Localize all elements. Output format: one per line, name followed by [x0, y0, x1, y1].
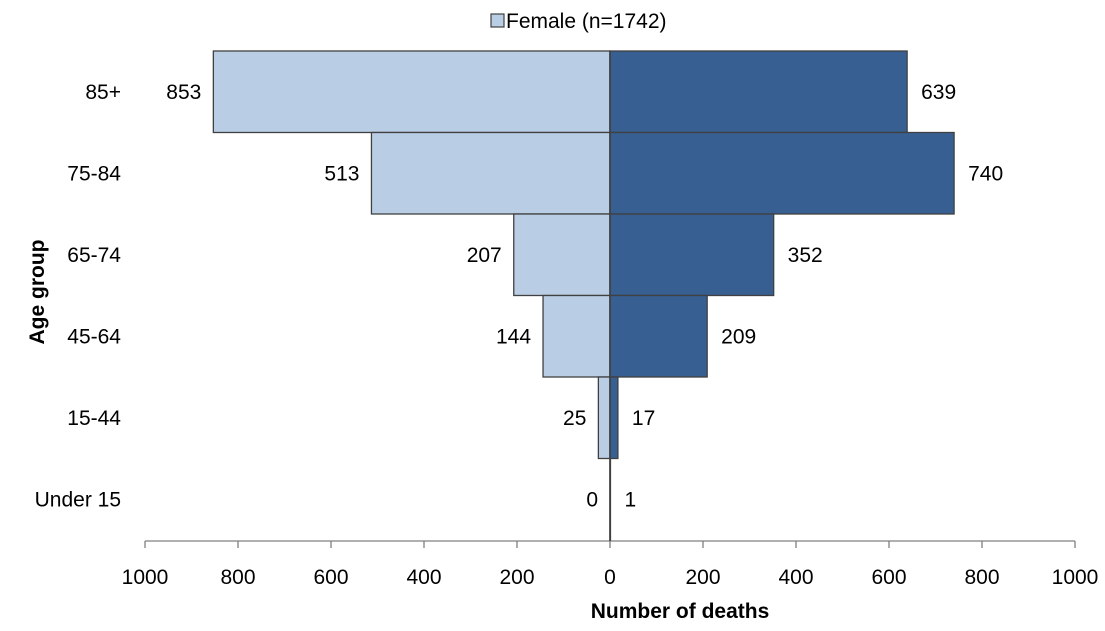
data-label-male-75-84: 740 — [968, 162, 1003, 185]
data-label-male-65-74: 352 — [788, 244, 823, 267]
x-tick-label: 600 — [871, 566, 906, 589]
y-axis-title: Age group — [26, 240, 49, 345]
category-label-65-74: 65-74 — [67, 244, 121, 267]
data-label-female-75-84: 513 — [324, 162, 359, 185]
x-tick-label: 400 — [778, 566, 813, 589]
category-label-85-: 85+ — [85, 81, 121, 104]
data-label-female-65-74: 207 — [467, 244, 502, 267]
x-tick-label: 1000 — [1052, 566, 1099, 589]
x-tick-label: 0 — [604, 566, 616, 589]
bar-female-85- — [213, 51, 610, 133]
bar-male-75-84 — [610, 133, 954, 215]
legend-swatch-female — [491, 14, 504, 27]
male-bars — [610, 51, 954, 540]
bar-male-85- — [610, 51, 907, 133]
data-label-female-85-: 853 — [166, 81, 201, 104]
legend: Female (n=1742) — [491, 10, 667, 33]
data-label-female-45-64: 144 — [496, 325, 531, 348]
x-tick-label: 200 — [685, 566, 720, 589]
legend-label-female: Female (n=1742) — [506, 10, 667, 33]
bar-male-15-44 — [610, 377, 618, 459]
category-label-45-64: 45-64 — [67, 325, 121, 348]
bar-female-45-64 — [543, 296, 610, 378]
bar-female-65-74 — [514, 214, 610, 296]
x-ticks: 1000 800 600 400 200 0 200 400 600 800 1000 — [122, 541, 1099, 589]
x-tick-label: 600 — [313, 566, 348, 589]
bar-male-65-74 — [610, 214, 774, 296]
x-tick-label: 200 — [499, 566, 534, 589]
x-tick-label: 1000 — [122, 566, 169, 589]
bar-female-15-44 — [598, 377, 610, 459]
data-label-female-under-15: 0 — [586, 488, 598, 511]
female-bars — [213, 51, 610, 459]
x-tick-label: 800 — [220, 566, 255, 589]
x-tick-label: 800 — [964, 566, 999, 589]
x-axis-title: Number of deaths — [591, 600, 770, 623]
data-label-male-85-: 639 — [921, 81, 956, 104]
bar-female-75-84 — [371, 133, 610, 215]
bar-male-45-64 — [610, 296, 707, 378]
category-label-75-84: 75-84 — [67, 162, 121, 185]
data-label-male-under-15: 1 — [624, 488, 636, 511]
category-label-under-15: Under 15 — [35, 488, 121, 511]
category-label-15-44: 15-44 — [67, 407, 121, 430]
x-tick-label: 400 — [406, 566, 441, 589]
data-label-male-45-64: 209 — [721, 325, 756, 348]
data-label-female-15-44: 25 — [563, 407, 586, 430]
data-label-male-15-44: 17 — [632, 407, 655, 430]
